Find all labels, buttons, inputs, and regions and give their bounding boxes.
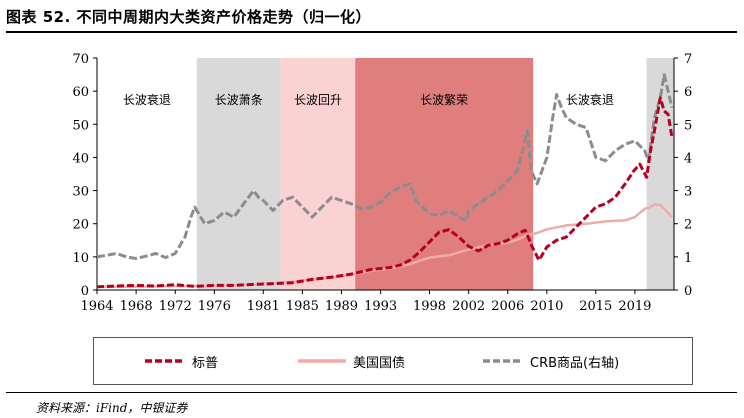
y-right-tick-label: 6 xyxy=(684,85,692,100)
title-rule xyxy=(6,31,737,33)
x-tick-label: 1993 xyxy=(364,299,397,314)
x-tick-label: 1981 xyxy=(247,299,280,314)
y-right-tick-label: 7 xyxy=(684,52,692,67)
legend-label-treasury: 美国国债 xyxy=(353,355,406,371)
x-tick-label: 1964 xyxy=(80,299,113,314)
legend-item-sp500: 标普 xyxy=(144,351,218,371)
legend-item-crb: CRB商品(右轴) xyxy=(482,351,619,371)
y-right-tick-label: 4 xyxy=(684,151,692,166)
legend-label-crb: CRB商品(右轴) xyxy=(530,355,620,371)
x-tick-label: 1972 xyxy=(159,299,192,314)
period-band-1 xyxy=(196,58,281,290)
x-tick-label: 1985 xyxy=(286,299,319,314)
period-label-1: 长波萧条 xyxy=(215,93,263,107)
y-left-tick-label: 0 xyxy=(81,284,89,299)
x-tick-label: 2010 xyxy=(530,299,563,314)
y-left-tick-label: 70 xyxy=(72,52,89,67)
period-band-2 xyxy=(280,58,356,290)
legend-item-treasury: 美国国债 xyxy=(297,351,405,371)
period-label-0: 长波衰退 xyxy=(123,92,171,107)
chart-axes: 0 10 20 30 40 50 60 70 0 1 2 3 4 5 6 7 1964 1968 1972 1976 1… xyxy=(72,52,692,314)
y-right-tick-label: 3 xyxy=(684,185,692,200)
period-labels: 长波衰退 长波萧条 长波回升 长波繁荣 长波衰退 xyxy=(123,92,614,107)
y-right-tick-label: 2 xyxy=(684,218,692,233)
source-note: 资料来源：iFind，中银证券 xyxy=(36,401,188,415)
y-left-tick-label: 50 xyxy=(72,118,89,133)
line-chart: 长波衰退 长波萧条 长波回升 长波繁荣 长波衰退 0 10 20 30 40 50 60 70 0 1 2 3… xyxy=(72,52,692,314)
period-band-3 xyxy=(355,58,534,290)
period-label-3: 长波繁荣 xyxy=(420,92,468,107)
y-left-tick-label: 20 xyxy=(72,218,89,233)
x-tick-label: 2006 xyxy=(491,299,524,314)
legend-swatch-treasury xyxy=(298,359,346,363)
x-tick-label: 1998 xyxy=(413,299,446,314)
legend: 标普 美国国债 CRB商品(右轴) xyxy=(93,337,693,385)
legend-swatch-crb xyxy=(483,359,523,363)
series-line-crb xyxy=(96,73,674,260)
period-shading xyxy=(196,58,674,290)
x-tick-label: 1968 xyxy=(120,299,153,314)
x-tick-label: 1989 xyxy=(325,299,358,314)
y-right-tick-label: 1 xyxy=(684,251,692,266)
x-tick-label: 2015 xyxy=(579,299,612,314)
x-tick-label: 2002 xyxy=(452,299,485,314)
y-left-tick-label: 30 xyxy=(72,185,89,200)
y-left-tick-label: 60 xyxy=(72,85,89,100)
period-label-4: 长波衰退 xyxy=(566,92,614,107)
y-right-tick-label: 0 xyxy=(684,284,692,299)
x-tick-label: 1976 xyxy=(198,299,231,314)
y-left-tick-label: 40 xyxy=(72,151,89,166)
legend-swatch-sp500 xyxy=(145,359,185,363)
legend-label-sp500: 标普 xyxy=(192,355,219,371)
y-left-tick-label: 10 xyxy=(72,251,89,266)
y-right-tick-label: 5 xyxy=(684,118,692,133)
x-tick-label: 2019 xyxy=(618,299,651,314)
bottom-rule xyxy=(6,392,737,393)
period-label-2: 长波回升 xyxy=(294,93,342,107)
series-lines xyxy=(96,73,674,289)
figure-title: 图表 52. 不同中周期内大类资产价格走势（归一化） xyxy=(6,8,372,26)
